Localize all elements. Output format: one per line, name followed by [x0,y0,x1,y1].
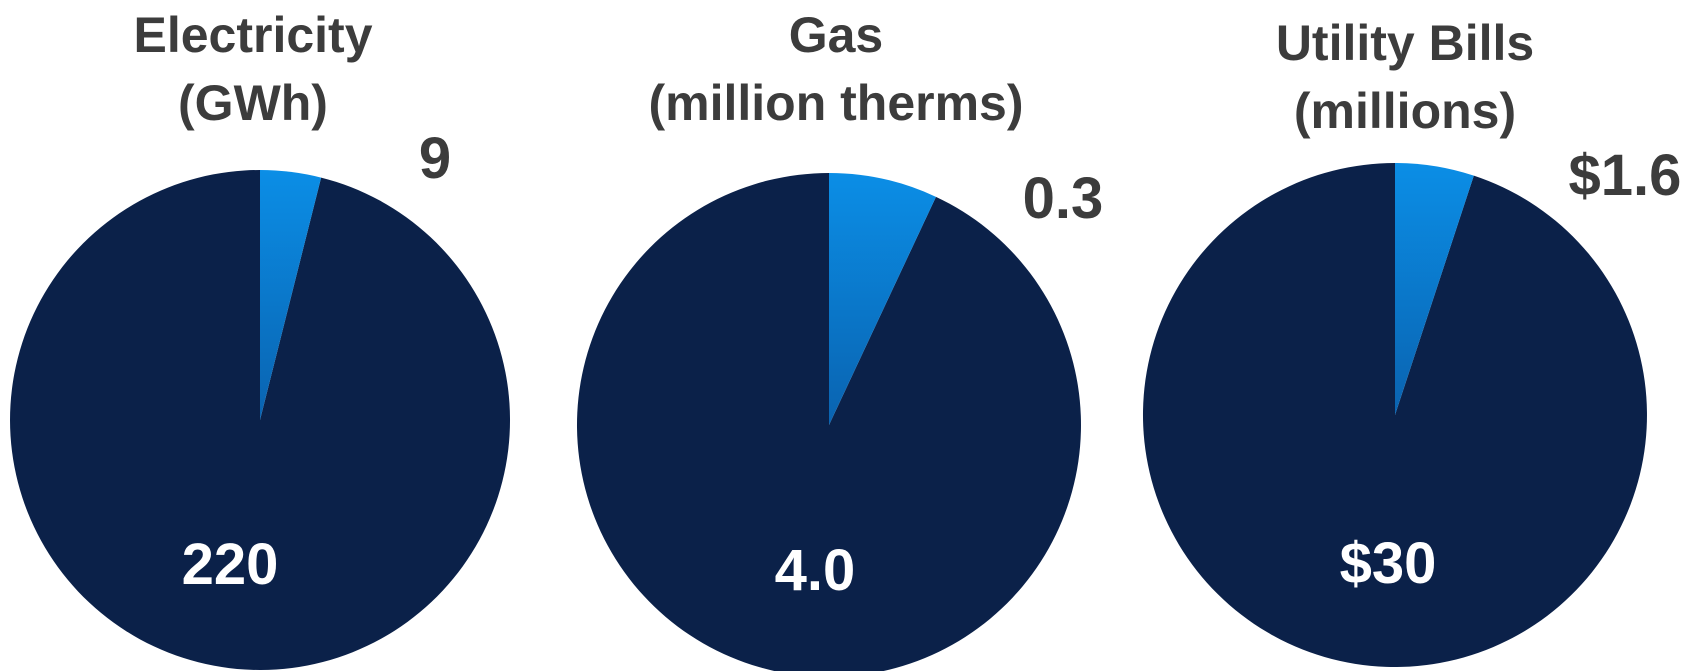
pie-slice-small [1395,163,1474,415]
data-label-large: 220 [182,532,279,597]
pie-chart-1: Electricity (GWh) 9 220 [10,7,511,670]
pie-slice-small [829,173,936,425]
pie-slice-large [10,170,511,670]
data-label-small: $1.6 [1569,143,1682,208]
chart-title-line-1: Gas [789,7,884,63]
pie-slice-large [576,173,1081,671]
pie-slice-large [1142,163,1647,667]
data-label-small: 0.3 [1023,166,1104,231]
pie-chart-2: Gas (million therms)0.3 4.0 [576,7,1104,671]
pie-slice-small [260,170,322,420]
chart-title-line-2: (millions) [1294,83,1516,139]
chart-title-line-2: (million therms) [648,75,1023,131]
chart-title-line-2: (GWh) [178,75,328,131]
pie-chart-3: Utility Bills (millions) $1.6 $30 [1142,15,1682,667]
data-label-small: 9 [419,126,451,191]
chart-title-line-1: Electricity [133,7,372,63]
data-label-large: $30 [1340,531,1437,596]
chart-title-line-1: Utility Bills [1276,15,1534,71]
data-label-large: 4.0 [775,538,856,603]
